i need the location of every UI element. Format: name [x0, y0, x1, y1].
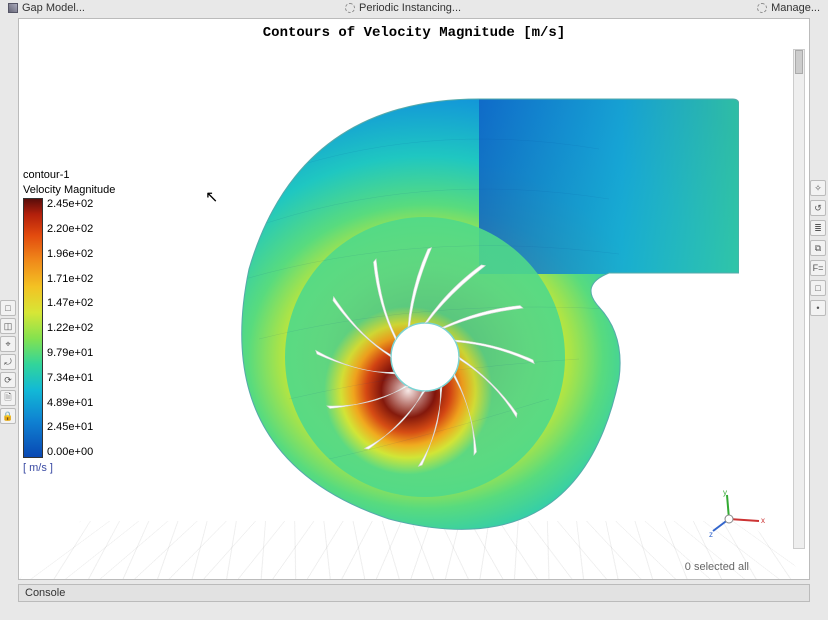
- left-tool-1[interactable]: □: [0, 300, 16, 316]
- legend-tick: 7.34e+01: [47, 372, 93, 384]
- legend-tick: 4.89e+01: [47, 397, 93, 409]
- app-window: Gap Model... Periodic Instancing... Mana…: [0, 0, 828, 620]
- gap-model-icon: [8, 3, 18, 13]
- colormap-legend: contour-1 Velocity Magnitude 2.45e+02 2.…: [23, 169, 143, 474]
- triad-z: z: [709, 530, 713, 539]
- left-tool-7[interactable]: 🔒: [0, 408, 16, 424]
- left-tool-6[interactable]: 🗎: [0, 390, 16, 406]
- top-toolbar: Gap Model... Periodic Instancing... Mana…: [0, 0, 828, 16]
- right-tool-5[interactable]: F=: [810, 260, 826, 276]
- legend-unit: [ m/s ]: [23, 462, 143, 474]
- right-tool-1[interactable]: ✧: [810, 180, 826, 196]
- periodic-instancing-menu[interactable]: Periodic Instancing...: [345, 2, 461, 14]
- impeller-hub: [391, 323, 459, 391]
- right-tool-4[interactable]: ⧉: [810, 240, 826, 256]
- legend-tick: 2.20e+02: [47, 223, 93, 235]
- right-tool-7[interactable]: •: [810, 300, 826, 316]
- triad-y: y: [723, 489, 727, 497]
- triad-x: x: [761, 516, 765, 525]
- left-tool-2[interactable]: ◫: [0, 318, 16, 334]
- left-tool-4[interactable]: ⤾: [0, 354, 16, 370]
- legend-colorbar: [23, 198, 43, 458]
- right-tool-6[interactable]: □: [810, 280, 826, 296]
- legend-tick: 2.45e+02: [47, 198, 93, 210]
- legend-tick: 1.22e+02: [47, 322, 93, 334]
- gap-model-menu[interactable]: Gap Model...: [8, 2, 85, 14]
- left-tool-3[interactable]: ⌖: [0, 336, 16, 352]
- plot-title: Contours of Velocity Magnitude [m/s]: [19, 25, 809, 41]
- orientation-triad[interactable]: x y z: [709, 489, 769, 539]
- periodic-label: Periodic Instancing...: [359, 2, 461, 14]
- graphics-viewport[interactable]: Contours of Velocity Magnitude [m/s]: [18, 18, 810, 580]
- right-tool-2[interactable]: ↺: [810, 200, 826, 216]
- left-tool-strip: □ ◫ ⌖ ⤾ ⟳ 🗎 🔒: [0, 300, 18, 424]
- gap-model-label: Gap Model...: [22, 2, 85, 14]
- legend-tick: 9.79e+01: [47, 347, 93, 359]
- legend-tick: 0.00e+00: [47, 446, 93, 458]
- manage-icon: [757, 3, 767, 13]
- legend-name-1: contour-1: [23, 169, 143, 182]
- manage-label: Manage...: [771, 2, 820, 14]
- legend-name-2: Velocity Magnitude: [23, 184, 143, 197]
- left-tool-5[interactable]: ⟳: [0, 372, 16, 388]
- legend-tick: 2.45e+01: [47, 421, 93, 433]
- console-bar[interactable]: Console: [18, 584, 810, 602]
- legend-tick: 1.96e+02: [47, 248, 93, 260]
- selection-status: 0 selected all: [685, 561, 749, 573]
- right-tool-3[interactable]: ≣: [810, 220, 826, 236]
- cfd-contour-plot: [179, 59, 739, 539]
- legend-tick: 1.47e+02: [47, 297, 93, 309]
- console-label: Console: [25, 587, 65, 599]
- viewport-scrollbar[interactable]: [793, 49, 805, 549]
- manage-menu[interactable]: Manage...: [757, 2, 820, 14]
- scrollbar-thumb[interactable]: [795, 50, 803, 74]
- legend-ticks: 2.45e+02 2.20e+02 1.96e+02 1.71e+02 1.47…: [43, 198, 93, 458]
- legend-tick: 1.71e+02: [47, 273, 93, 285]
- right-tool-strip: ✧ ↺ ≣ ⧉ F= □ •: [810, 180, 828, 316]
- periodic-icon: [345, 3, 355, 13]
